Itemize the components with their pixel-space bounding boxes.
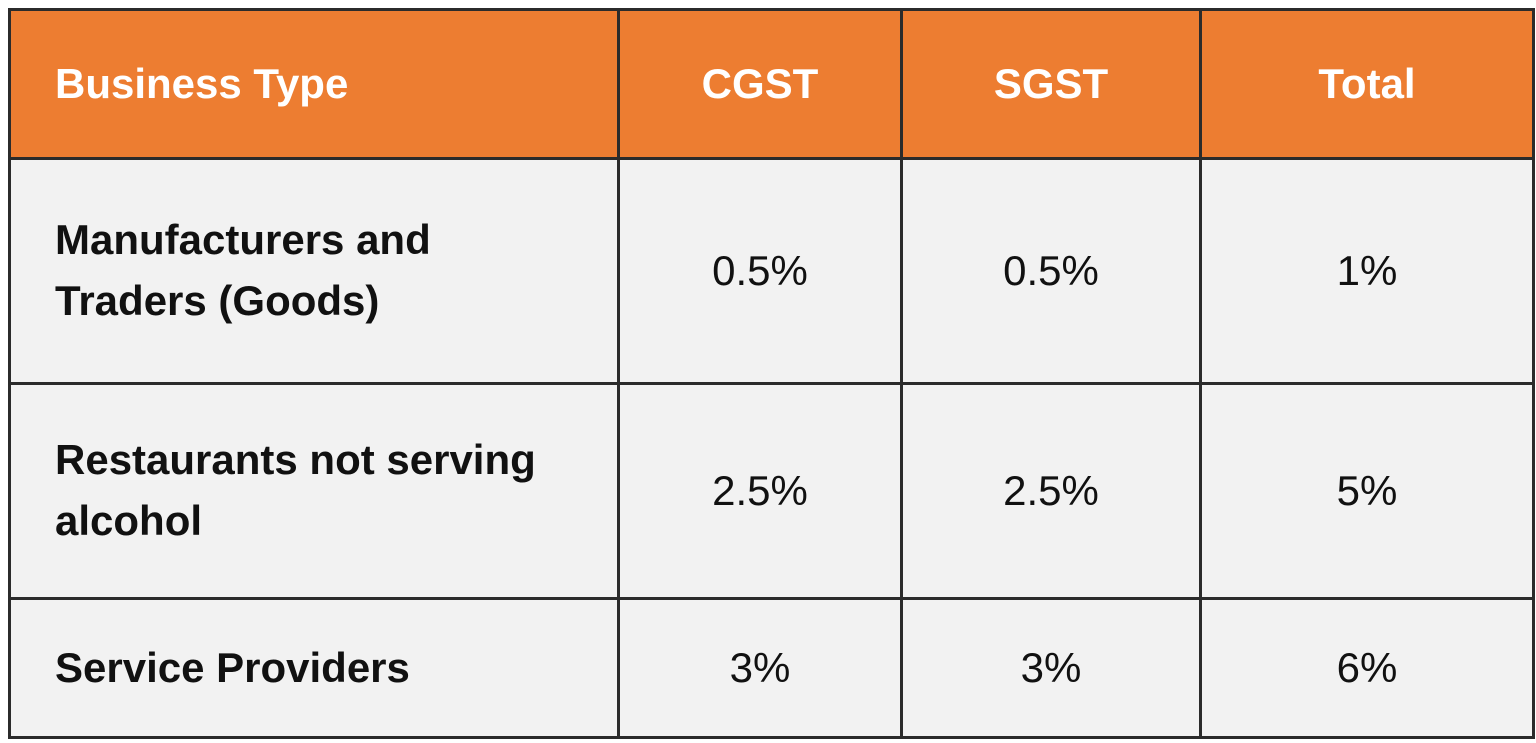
rate-cell: 6% — [1199, 597, 1535, 739]
rate-cell: 2.5% — [617, 382, 903, 600]
table-body: Manufacturers and Traders (Goods) 0.5% 0.5… — [8, 157, 1535, 739]
header-cell: CGST — [617, 8, 903, 160]
business-type-cell: Restaurants not serving alcohol — [8, 382, 620, 600]
header-cell: Business Type — [8, 8, 620, 160]
table-header: Business Type CGST SGST Total — [8, 8, 1535, 160]
rate-cell: 0.5% — [617, 157, 903, 385]
business-type-cell: Manufacturers and Traders (Goods) — [8, 157, 620, 385]
tax-table: Business Type CGST SGST Total Manufactur… — [8, 8, 1535, 739]
cell-text: Manufacturers and Traders (Goods) — [55, 216, 431, 324]
rate-cell: 3% — [900, 597, 1202, 739]
business-type-cell: Service Providers — [8, 597, 620, 739]
cell-text: Restaurants not serving alcohol — [55, 436, 536, 544]
header-cell: SGST — [900, 8, 1202, 160]
table-row: Service Providers 3% 3% 6% — [8, 597, 1535, 739]
cell-text: Service Providers — [55, 643, 410, 691]
rate-cell: 2.5% — [900, 382, 1202, 600]
table-row: Manufacturers and Traders (Goods) 0.5% 0.5… — [8, 157, 1535, 385]
header-cell: Total — [1199, 8, 1535, 160]
rate-cell: 1% — [1199, 157, 1535, 385]
rate-cell: 0.5% — [900, 157, 1202, 385]
header-row: Business Type CGST SGST Total — [8, 8, 1535, 160]
table-row: Restaurants not serving alcohol 2.5% 2.5% 5… — [8, 382, 1535, 600]
rate-cell: 5% — [1199, 382, 1535, 600]
rate-cell: 3% — [617, 597, 903, 739]
